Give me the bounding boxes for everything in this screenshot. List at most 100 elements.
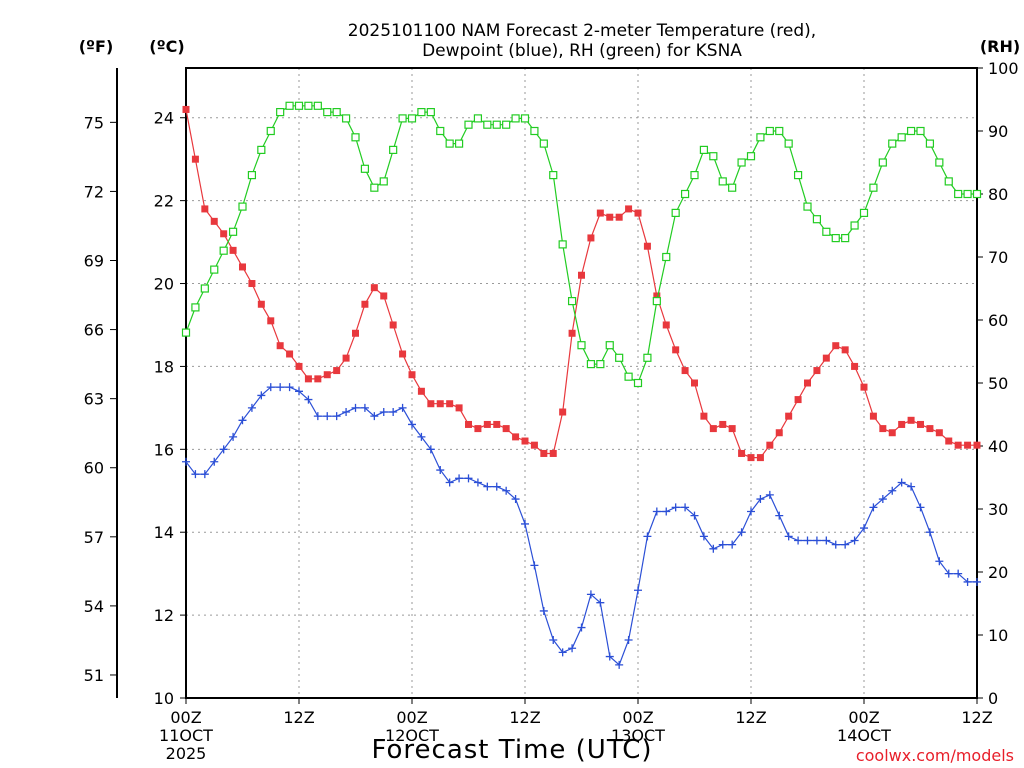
dewpoint-point [586,590,595,599]
rh-point [793,171,803,180]
temperature-point [662,321,670,329]
temperature-point [756,454,764,462]
rh-point [228,227,238,236]
temperature-point [766,441,774,449]
rh-point [389,145,398,154]
temperature-point [257,300,265,308]
rh-point [200,284,209,293]
temperature-point [239,263,246,271]
dewpoint-point [954,569,963,578]
rh-point [445,139,454,148]
dewpoint-point [728,540,737,549]
temperature-point [785,412,793,420]
rh-point [191,303,200,312]
x-tick-label-line: 12Z [509,708,540,727]
rh-point [511,114,520,123]
temperature-point [709,425,717,433]
dewpoint-point [492,482,501,491]
temperature-point [512,433,520,441]
dewpoint-point [699,532,708,541]
rh-point [784,139,793,148]
fahrenheit-tick-label: 57 [84,528,104,547]
temperature-point [286,350,294,358]
rh-point [332,107,341,117]
rh-tick-label: 10 [988,626,1008,645]
temperature-point [606,213,614,221]
dewpoint-point [568,644,577,653]
temperature-point [625,205,633,213]
rh-point [351,133,360,142]
rh-point [728,183,737,192]
x-tick-label: 12Z [961,708,992,727]
temperature-point [888,429,896,437]
temperature-point [851,362,859,370]
temperature-point [389,321,397,329]
dewpoint-point [907,482,916,491]
temperature-point [267,317,275,325]
rh-tick-label: 30 [988,500,1008,519]
rh-point [699,145,709,154]
x-tick-label: 00Z 11OCT 2025 [159,708,213,763]
dewpoint-point [765,490,774,499]
x-tick-label-line: 13OCT [611,726,665,745]
series-temperature [182,105,981,462]
rh-point [775,126,784,136]
rh-point [586,360,596,369]
rh-point [294,101,304,110]
x-tick-label-line: 2025 [166,744,207,763]
fahrenheit-tick-label: 66 [84,321,104,340]
dewpoint-point [511,495,520,504]
dewpoint-point [295,387,303,396]
rh-point [925,139,935,148]
x-tick-label: 12Z [283,708,314,727]
temperature-point [898,420,906,428]
dewpoint-point [351,403,360,412]
temperature-point [427,400,435,408]
rh-point [615,353,624,362]
dewpoint-point [389,408,398,417]
x-tick-label-line: 00Z [622,708,653,727]
temperature-point [568,329,576,337]
series-dewpoint [182,383,981,669]
dewpoint-point [464,474,473,483]
rh-point [454,139,464,148]
temperature-point [276,342,284,350]
fahrenheit-tick-label: 72 [84,182,104,201]
rh-point [530,126,539,136]
dewpoint-point [379,408,388,417]
rh-point [737,158,746,167]
rh-point [916,126,925,136]
chart-title-line-2: Dewpoint (blue), RH (green) for KSNA [422,41,742,61]
dewpoint-point [925,528,934,537]
rh-point [756,133,765,142]
dewpoint-point [775,511,784,520]
temperature-point [342,354,350,362]
dewpoint-point [558,648,567,657]
rh-point [633,378,643,388]
temperature-point [502,425,510,433]
temperature-point [691,379,698,387]
dewpoint-point [973,577,981,586]
x-tick-label-line: 12Z [961,708,992,727]
temperature-point [201,205,209,213]
temperature-point [672,346,680,354]
temperature-point [540,449,548,457]
temperature-point [822,354,830,362]
temperature-point [191,155,199,163]
temperature-point [380,292,388,300]
temperature-point [615,213,623,221]
dewpoint-point [897,478,906,487]
temperature-point [446,400,454,408]
dewpoint-point [662,507,671,516]
dewpoint-point [747,507,755,516]
temperature-point [182,105,190,113]
dewpoint-point [182,457,190,466]
temperature-point [370,284,378,292]
rh-tick-label: 40 [988,437,1008,456]
dewpoint-point [323,412,332,421]
dewpoint-point [200,470,209,479]
dewpoint-point [360,403,369,412]
plot-frame [185,67,978,699]
dewpoint-point [238,416,247,425]
rh-point [436,126,445,136]
